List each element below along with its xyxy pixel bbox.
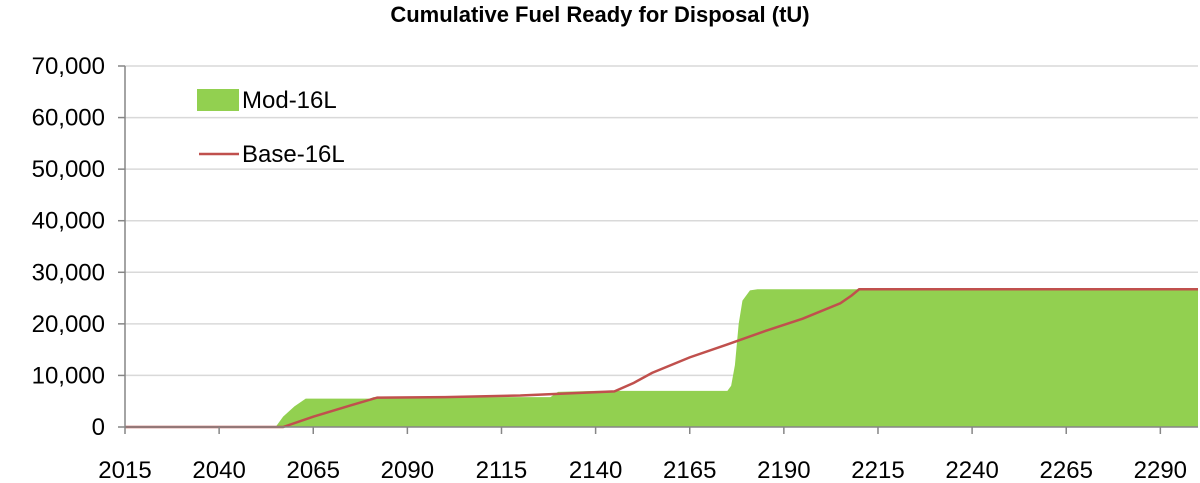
y-tick-labels: 0 10,000 20,000 30,000 40,000 50,000 60,000 70,… [32, 53, 105, 441]
mod-16l-area-layer [125, 289, 1198, 427]
y-tick-label: 20,000 [32, 311, 105, 338]
legend-swatch-area [197, 89, 239, 111]
x-tick-labels: 2015 2040 2065 2090 2115 2140 2165 2190 2215 2240… [98, 457, 1187, 483]
x-tick-label: 2040 [192, 457, 245, 483]
x-tick-label: 2215 [851, 457, 904, 483]
x-tick-label: 2115 [476, 457, 528, 483]
legend-label: Base-16L [242, 141, 345, 168]
x-tick-label: 2265 [1040, 457, 1093, 483]
series-line-1 [125, 288, 1198, 429]
x-tick-label: 2165 [663, 457, 716, 483]
x-tick-label: 2140 [569, 457, 622, 483]
y-tick-label: 0 [92, 414, 105, 441]
axes [118, 65, 1198, 434]
y-tick-label: 40,000 [32, 208, 105, 235]
x-tick-label: 2240 [945, 457, 998, 483]
x-tick-label: 2190 [757, 457, 810, 483]
y-tick-label: 50,000 [32, 156, 105, 183]
x-tick-label: 2290 [1134, 457, 1187, 483]
legend: Mod-16L Base-16L [197, 87, 345, 168]
y-tick-label: 30,000 [32, 259, 105, 286]
x-tick-label: 2090 [381, 457, 434, 483]
x-tick-label: 2015 [98, 457, 151, 483]
y-tick-label: 10,000 [32, 362, 105, 389]
chart-title: Cumulative Fuel Ready for Disposal (tU) [390, 2, 810, 27]
base-16l-line-layer [125, 288, 1198, 429]
x-tick-label: 2065 [287, 457, 340, 483]
series-area-0 [125, 289, 1198, 427]
y-tick-label: 60,000 [32, 105, 105, 132]
grid-lines [125, 65, 1198, 377]
legend-label: Mod-16L [242, 87, 337, 114]
y-tick-label: 70,000 [32, 53, 105, 80]
